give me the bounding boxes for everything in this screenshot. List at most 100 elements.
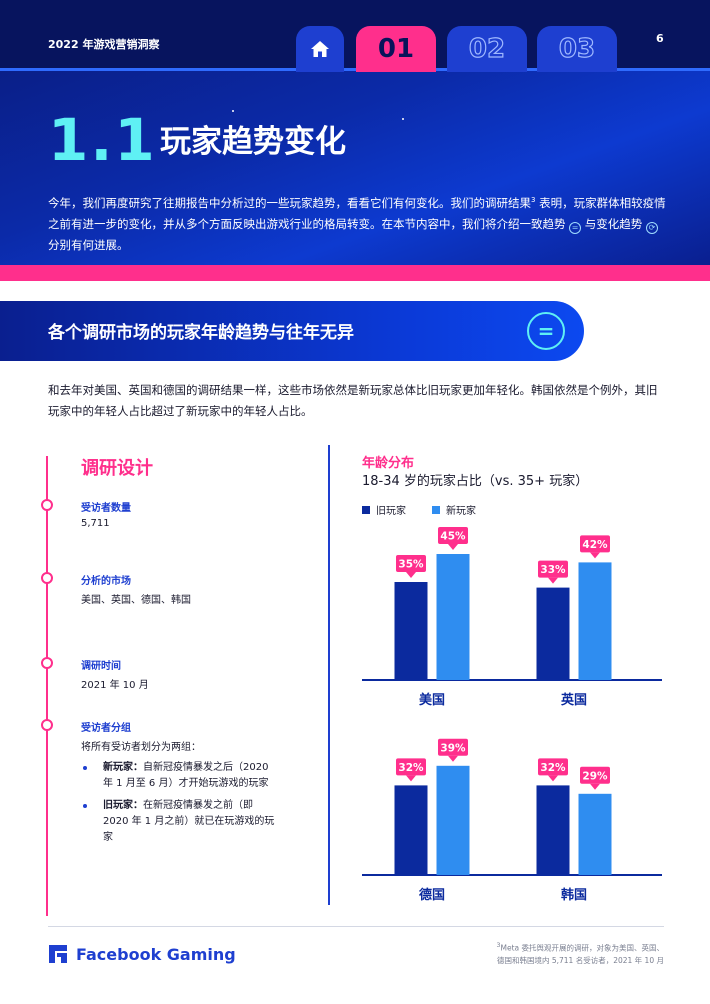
bullet-dot xyxy=(83,804,87,808)
data-label-pointer xyxy=(590,552,600,559)
tab-section-03[interactable]: 03 xyxy=(537,26,617,72)
group-desc: 自新冠疫情暴发之后（2020 年 1 月至 6 月）才开始玩游戏的玩家 xyxy=(103,762,269,789)
data-label-bubble xyxy=(580,766,610,784)
intro-text: 今年，我们再度研究了往期报告中分析过的一些玩家趋势，看看它们有何变化。我们的调研… xyxy=(48,195,531,210)
equals-icon: = xyxy=(569,221,582,234)
page-number: 6 xyxy=(656,32,664,45)
markets-value: 美国、英国、德国、韩国 xyxy=(81,595,191,606)
respondents-value: 5,711 xyxy=(81,518,110,529)
change-icon: ⟳ xyxy=(645,221,658,234)
footnote-number: 3 xyxy=(496,942,501,949)
research-design-title: 调研设计 xyxy=(81,458,153,479)
intro-text: 与变化趋势 xyxy=(581,216,646,231)
chart-legend: 旧玩家 新玩家 xyxy=(362,502,476,517)
legend-swatch xyxy=(432,506,440,514)
sparkle-decoration xyxy=(232,110,234,112)
group-name: 新玩家： xyxy=(103,762,143,773)
chart-title: 年龄分布 xyxy=(362,456,415,471)
category-label: 英国 xyxy=(560,692,587,708)
timeline-node xyxy=(41,499,53,511)
tab-section-02[interactable]: 02 xyxy=(447,26,527,72)
period-label: 调研时间 xyxy=(81,661,121,672)
data-label: 32% xyxy=(398,762,424,774)
home-icon xyxy=(311,41,329,57)
groups-label: 受访者分组 xyxy=(81,723,131,734)
data-label-bubble xyxy=(538,560,568,578)
legend-label: 旧玩家 xyxy=(376,506,406,517)
footnote-text: 德国和韩国境内 5,711 名受访者，2021 年 10 月 xyxy=(496,955,664,965)
timeline-node xyxy=(41,719,53,731)
data-label-pointer xyxy=(448,544,458,550)
section-number: 1.1 xyxy=(48,106,157,174)
bar-old-player xyxy=(536,785,570,875)
legend-swatch xyxy=(362,506,370,514)
category-label: 韩国 xyxy=(561,887,587,903)
timeline-line xyxy=(46,456,48,916)
age-distribution-chart: 35% 45% 美国 33% 42% 英国 32% 39% 德国 32% 29% 韩国 xyxy=(362,527,662,903)
data-label-bubble xyxy=(438,738,468,756)
top-bar-divider xyxy=(0,68,710,71)
respondents-label: 受访者数量 xyxy=(81,503,131,514)
tab-section-01[interactable]: 01 xyxy=(356,26,436,72)
data-label: 29% xyxy=(582,770,608,782)
data-label-bubble xyxy=(396,555,426,572)
section-title: 玩家趋势变化 xyxy=(160,124,346,160)
accent-band xyxy=(0,265,710,281)
category-label: 美国 xyxy=(419,692,445,708)
facebook-gaming-icon xyxy=(49,945,67,963)
group-desc: 在新冠疫情暴发之前（即 2020 年 1 月之前）就已在玩游戏的玩家 xyxy=(103,800,275,843)
bar-old-player xyxy=(394,582,428,680)
bullet-dot xyxy=(83,766,87,770)
bar-new-player xyxy=(578,562,612,680)
legend-item-old: 旧玩家 xyxy=(362,502,406,517)
bar-new-player xyxy=(578,793,612,875)
data-label-pointer xyxy=(406,572,416,578)
bar-new-player xyxy=(436,554,470,680)
data-label-pointer xyxy=(548,775,558,782)
category-label: 德国 xyxy=(419,887,445,903)
footnote: 3Meta 委托舆观开展的调研，对象为美国、英国、 德国和韩国境内 5,711 … xyxy=(440,940,665,967)
intro-paragraph: 今年，我们再度研究了往期报告中分析过的一些玩家趋势，看看它们有何变化。我们的调研… xyxy=(48,190,668,256)
subheading-title: 各个调研市场的玩家年龄趋势与往年无异 xyxy=(48,323,354,343)
list-item: 新玩家：自新冠疫情暴发之后（2020 年 1 月至 6 月）才开始玩游戏的玩家 xyxy=(81,760,281,792)
data-label: 35% xyxy=(398,559,424,571)
intro-text: 分别有何进展。 xyxy=(48,237,129,252)
legend-label: 新玩家 xyxy=(446,506,476,517)
bar-old-player xyxy=(536,587,570,680)
data-label-bubble xyxy=(396,758,426,776)
chart-subtitle: 18-34 岁的玩家占比（vs. 35+ 玩家） xyxy=(362,474,589,489)
intro-text: 表明，玩家群体相较疫情之前有进一步的变化，并从多个方面反映出游戏行业的格局转变。… xyxy=(48,195,666,231)
data-label-pointer xyxy=(448,755,458,762)
list-item: 旧玩家：在新冠疫情暴发之前（即 2020 年 1 月之前）就已在玩游戏的玩家 xyxy=(81,798,281,846)
groups-intro: 将所有受访者划分为两组： xyxy=(81,742,201,753)
brand-logo: Facebook Gaming xyxy=(48,944,236,964)
data-label-bubble xyxy=(438,527,468,544)
data-label-pointer xyxy=(406,775,416,782)
data-label: 39% xyxy=(440,742,466,754)
data-label-bubble xyxy=(538,758,568,776)
group-name: 旧玩家： xyxy=(103,800,143,811)
data-label: 32% xyxy=(540,762,566,774)
data-label-bubble xyxy=(580,535,610,553)
column-divider xyxy=(328,445,330,905)
period-value: 2021 年 10 月 xyxy=(81,680,149,691)
timeline-node xyxy=(41,572,53,584)
data-label: 33% xyxy=(540,564,566,576)
sparkle-decoration xyxy=(402,118,404,120)
tab-home[interactable] xyxy=(296,26,344,72)
bar-new-player xyxy=(436,765,470,875)
timeline-node xyxy=(41,657,53,669)
markets-label: 分析的市场 xyxy=(81,576,131,587)
footer-divider xyxy=(48,926,664,927)
data-label-pointer xyxy=(590,783,600,790)
report-title: 2022 年游戏营销洞察 xyxy=(48,38,160,51)
data-label: 45% xyxy=(440,531,466,543)
groups-list: 新玩家：自新冠疫情暴发之后（2020 年 1 月至 6 月）才开始玩游戏的玩家 … xyxy=(81,760,281,852)
data-label: 42% xyxy=(582,539,608,551)
brand-name: Facebook Gaming xyxy=(76,944,236,964)
data-label-pointer xyxy=(548,577,558,584)
bar-old-player xyxy=(394,785,428,875)
footnote-text: Meta 委托舆观开展的调研，对象为美国、英国、 xyxy=(500,943,664,953)
subheading-banner xyxy=(0,301,584,361)
equals-icon: = xyxy=(527,312,565,350)
